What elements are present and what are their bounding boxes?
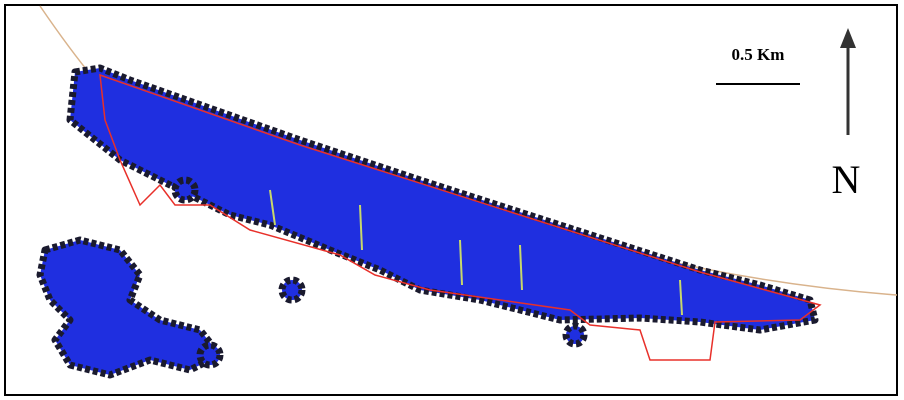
map: 0.5 Km N (0, 0, 904, 400)
urban-patch (566, 326, 584, 344)
urban-patch (282, 280, 302, 300)
page: 0.5 Km N (() => { const data = JSON.pars… (0, 0, 904, 400)
urban-patch (175, 180, 195, 200)
north-label: N (832, 157, 861, 202)
urban-patch (200, 345, 220, 365)
scale-label: 0.5 Km (732, 45, 785, 64)
